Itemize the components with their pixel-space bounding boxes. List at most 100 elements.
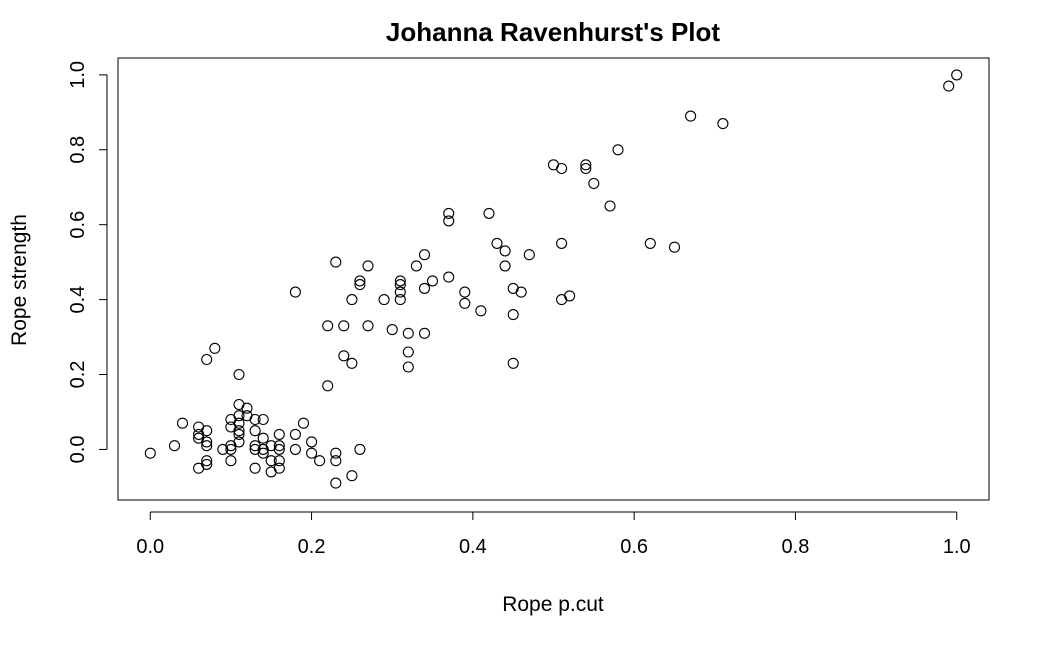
data-point [201, 455, 213, 467]
data-point [499, 245, 511, 257]
data-point [249, 425, 261, 437]
y-tick-label: 0.4 [67, 286, 89, 314]
data-point [644, 237, 656, 249]
x-tick-label: 0.0 [136, 536, 164, 558]
data-point [402, 327, 414, 339]
data-point [418, 327, 431, 339]
data-point [515, 286, 527, 298]
data-point [338, 320, 350, 332]
data-point [273, 455, 285, 467]
data-point [362, 260, 374, 272]
data-point [346, 357, 358, 369]
data-point [354, 443, 366, 455]
data-point [459, 297, 471, 309]
y-axis-label: Rope strength [8, 214, 31, 346]
data-point [241, 402, 253, 414]
data-point [604, 200, 616, 212]
data-point [346, 294, 358, 306]
x-tick-label: 0.4 [459, 536, 487, 558]
y-tick-label: 0.6 [67, 211, 89, 239]
data-point [330, 455, 342, 467]
x-axis-label: Rope p.cut [502, 593, 604, 616]
data-point [418, 282, 431, 294]
x-axis: 0.0 0.2 0.4 0.6 0.8 1.0 [136, 511, 971, 558]
data-point [402, 361, 414, 373]
data-point [273, 443, 285, 455]
data-point [418, 249, 431, 261]
plot-frame [117, 57, 990, 501]
data-point [556, 162, 568, 175]
data-point [257, 413, 269, 426]
data-point [233, 428, 245, 440]
data-point [564, 290, 576, 302]
data-point [233, 368, 245, 381]
data-point [322, 320, 334, 332]
data-point [322, 380, 334, 392]
data-point [346, 470, 358, 482]
data-point [265, 455, 277, 467]
data-point [233, 410, 245, 422]
data-point [330, 447, 342, 459]
data-point [443, 207, 455, 219]
data-point [233, 425, 245, 437]
data-point [612, 144, 624, 156]
data-point [201, 353, 213, 366]
data-point [249, 413, 261, 426]
data-points [144, 69, 963, 489]
data-point [330, 256, 342, 268]
data-point [943, 80, 955, 92]
data-point [289, 428, 301, 440]
data-point [289, 286, 301, 298]
x-tick-label: 0.8 [782, 536, 810, 558]
data-point [306, 436, 318, 448]
data-point [378, 294, 390, 306]
data-point [201, 425, 213, 437]
x-tick-label: 0.6 [620, 536, 648, 558]
data-point [402, 346, 414, 358]
data-point [338, 350, 350, 362]
data-point [394, 279, 406, 291]
data-point [225, 443, 237, 455]
data-point [386, 324, 398, 336]
data-point [523, 249, 535, 261]
data-point [459, 286, 471, 298]
data-point [507, 309, 519, 321]
data-point [685, 110, 697, 122]
data-point [580, 162, 592, 175]
data-point [201, 436, 213, 448]
data-point [306, 447, 318, 459]
data-point [201, 458, 213, 470]
data-point [233, 436, 245, 448]
data-point [588, 177, 600, 190]
chart-title: Johanna Ravenhurst's Plot [386, 17, 720, 47]
data-point [668, 241, 681, 253]
data-point [507, 357, 519, 369]
x-tick-label: 1.0 [943, 536, 971, 558]
data-point [209, 342, 221, 354]
data-point [499, 260, 511, 272]
data-point [289, 443, 301, 455]
data-point [426, 275, 439, 287]
data-point [394, 275, 406, 287]
data-point [394, 286, 406, 298]
data-point [580, 159, 592, 171]
data-point [201, 440, 213, 452]
data-point [233, 417, 245, 429]
data-point [297, 417, 310, 429]
data-point [273, 462, 285, 474]
data-point [273, 440, 285, 452]
data-point [314, 455, 326, 467]
data-point [257, 447, 269, 459]
data-point [951, 69, 963, 81]
data-point [443, 271, 455, 283]
data-point [410, 260, 422, 272]
data-point [556, 237, 568, 249]
data-point [362, 320, 374, 332]
data-point [491, 237, 503, 249]
data-point [354, 279, 366, 291]
y-tick-label: 0.2 [67, 361, 89, 389]
data-point [273, 428, 285, 440]
y-tick-label: 1.0 [67, 61, 89, 89]
data-point [330, 477, 342, 489]
